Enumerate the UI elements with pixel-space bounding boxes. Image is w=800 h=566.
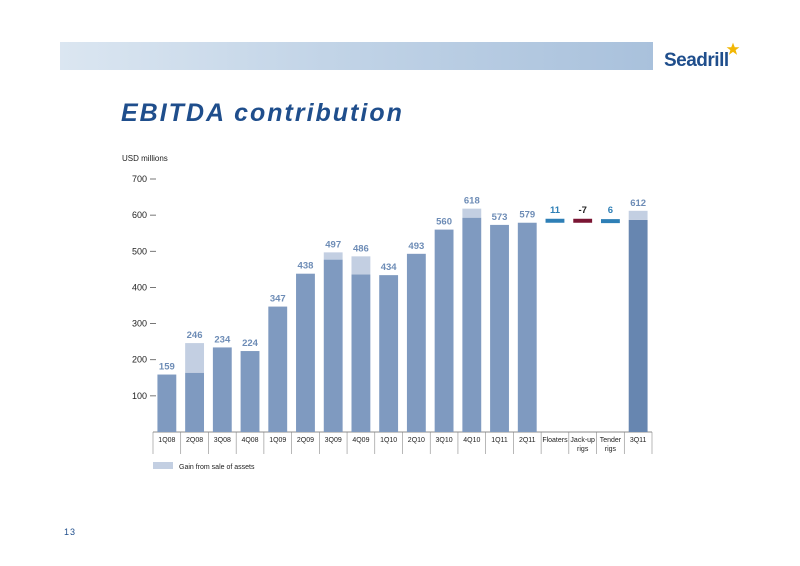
x-tick-label: 1Q09 bbox=[269, 437, 286, 444]
data-label-4q09: 486 bbox=[353, 243, 369, 254]
bar-2q10 bbox=[406, 253, 426, 432]
y-axis-label: USD millions bbox=[122, 154, 168, 163]
bar-2q09 bbox=[296, 273, 315, 432]
data-label-3q09: 497 bbox=[325, 239, 341, 250]
x-tick-label: Floaters bbox=[542, 437, 568, 444]
page-title: EBITDA contribution bbox=[121, 99, 404, 127]
x-tick-label: 3Q08 bbox=[214, 437, 231, 444]
data-label-1q08: 159 bbox=[159, 362, 175, 373]
bar-3q08 bbox=[212, 347, 232, 432]
y-tick-label: 700 bbox=[132, 174, 147, 184]
gain-bar-3q11 bbox=[628, 210, 648, 220]
gain-bar-2q08 bbox=[185, 343, 205, 373]
bar-1q10 bbox=[379, 275, 399, 432]
y-tick-label: 500 bbox=[132, 246, 147, 256]
bar-1q08 bbox=[157, 374, 177, 432]
x-tick-label: 1Q10 bbox=[380, 437, 397, 444]
bar-4q10 bbox=[462, 217, 482, 432]
bar-1q11 bbox=[490, 224, 509, 432]
x-tick-label: Tender bbox=[600, 437, 622, 444]
data-label-2q09: 438 bbox=[298, 261, 314, 272]
bar-2q08 bbox=[185, 372, 205, 432]
data-label-floaters: 11 bbox=[550, 205, 561, 216]
data-label-3q10: 560 bbox=[436, 217, 452, 228]
bar-2q11 bbox=[517, 222, 537, 432]
y-tick-label: 300 bbox=[132, 319, 147, 329]
data-label-1q10: 434 bbox=[381, 262, 398, 273]
company-logo: Seadrill bbox=[664, 42, 744, 74]
legend-label-gain: Gain from sale of assets bbox=[179, 464, 255, 471]
step-bar-tender-rigs bbox=[600, 219, 620, 224]
data-label-2q10: 493 bbox=[408, 241, 424, 252]
header-banner bbox=[60, 42, 653, 70]
gain-bar-4q09 bbox=[351, 256, 371, 275]
bar-3q10 bbox=[434, 229, 454, 432]
data-label-tender-rigs: 6 bbox=[608, 205, 613, 216]
bar-3q09 bbox=[323, 259, 343, 432]
x-tick-label: 2Q08 bbox=[186, 437, 203, 444]
data-label-4q08: 224 bbox=[242, 338, 259, 349]
x-tick-label: 4Q10 bbox=[463, 437, 480, 444]
data-label-2q11: 579 bbox=[519, 210, 535, 221]
star-icon bbox=[726, 42, 740, 55]
x-tick-label: 3Q09 bbox=[325, 437, 342, 444]
x-tick-label: 4Q09 bbox=[352, 437, 369, 444]
x-tick-label: 2Q10 bbox=[408, 437, 425, 444]
bar-4q09 bbox=[351, 274, 371, 432]
x-tick-label: 4Q08 bbox=[241, 437, 258, 444]
x-tick-label: Jack-up bbox=[570, 437, 595, 444]
x-tick-label: rigs bbox=[577, 446, 589, 453]
x-tick-label: 2Q11 bbox=[519, 437, 536, 444]
step-bar-floaters bbox=[545, 218, 565, 223]
x-tick-label: rigs bbox=[605, 446, 617, 453]
x-tick-label: 2Q09 bbox=[297, 437, 314, 444]
data-label-jack-up-rigs: -7 bbox=[578, 205, 586, 216]
y-tick-label: 100 bbox=[132, 391, 147, 401]
data-label-1q11: 573 bbox=[492, 212, 508, 223]
data-label-4q10: 618 bbox=[464, 196, 480, 207]
x-tick-label: 1Q08 bbox=[158, 437, 175, 444]
step-bar-jack-up-rigs bbox=[573, 218, 593, 223]
bar-4q08 bbox=[240, 351, 260, 432]
bar-1q09 bbox=[268, 306, 288, 432]
x-tick-label: 3Q10 bbox=[436, 437, 453, 444]
x-tick-label: 1Q11 bbox=[491, 437, 508, 444]
logo-text: Seadrill bbox=[664, 50, 729, 71]
y-tick-label: 200 bbox=[132, 355, 147, 365]
gain-bar-4q10 bbox=[462, 208, 482, 218]
legend-swatch-gain bbox=[153, 462, 173, 469]
y-tick-label: 600 bbox=[132, 210, 147, 220]
data-label-3q08: 234 bbox=[214, 334, 231, 345]
data-label-1q09: 347 bbox=[270, 294, 286, 305]
page-number: 13 bbox=[64, 527, 77, 537]
gain-bar-3q09 bbox=[323, 252, 343, 260]
bar-3q11 bbox=[628, 219, 648, 432]
data-label-2q08: 246 bbox=[187, 330, 203, 341]
y-tick-label: 400 bbox=[132, 282, 147, 292]
x-tick-label: 3Q11 bbox=[630, 437, 647, 444]
data-label-3q11: 612 bbox=[630, 198, 646, 209]
